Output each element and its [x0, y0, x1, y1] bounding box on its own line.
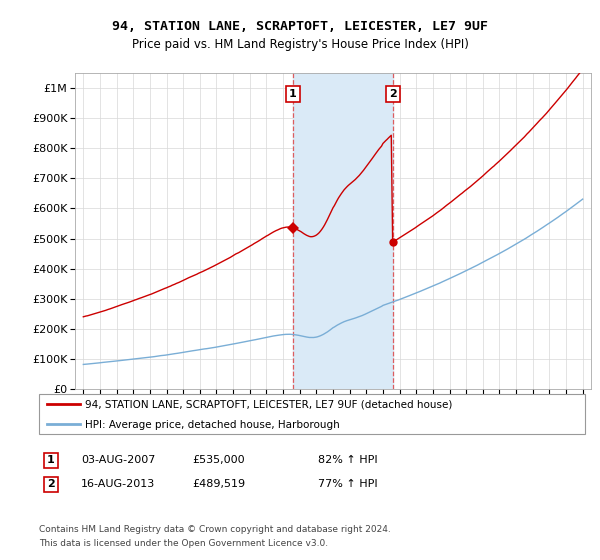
- Text: 03-AUG-2007: 03-AUG-2007: [81, 455, 155, 465]
- Bar: [293, 73, 393, 389]
- Text: This data is licensed under the Open Government Licence v3.0.: This data is licensed under the Open Gov…: [39, 539, 328, 548]
- Text: £535,000: £535,000: [192, 455, 245, 465]
- Text: 94, STATION LANE, SCRAPTOFT, LEICESTER, LE7 9UF (detached house): 94, STATION LANE, SCRAPTOFT, LEICESTER, …: [85, 400, 453, 409]
- Text: HPI: Average price, detached house, Harborough: HPI: Average price, detached house, Harb…: [85, 420, 340, 430]
- Text: 1: 1: [289, 89, 296, 99]
- Text: Contains HM Land Registry data © Crown copyright and database right 2024.: Contains HM Land Registry data © Crown c…: [39, 525, 391, 534]
- Text: 2: 2: [389, 89, 397, 99]
- Text: 94, STATION LANE, SCRAPTOFT, LEICESTER, LE7 9UF: 94, STATION LANE, SCRAPTOFT, LEICESTER, …: [112, 20, 488, 34]
- Text: 82% ↑ HPI: 82% ↑ HPI: [318, 455, 377, 465]
- Text: 1: 1: [47, 455, 55, 465]
- FancyBboxPatch shape: [39, 394, 585, 434]
- Text: 2: 2: [47, 479, 55, 489]
- Text: Price paid vs. HM Land Registry's House Price Index (HPI): Price paid vs. HM Land Registry's House …: [131, 38, 469, 52]
- Text: 77% ↑ HPI: 77% ↑ HPI: [318, 479, 377, 489]
- Text: 16-AUG-2013: 16-AUG-2013: [81, 479, 155, 489]
- Text: £489,519: £489,519: [192, 479, 245, 489]
